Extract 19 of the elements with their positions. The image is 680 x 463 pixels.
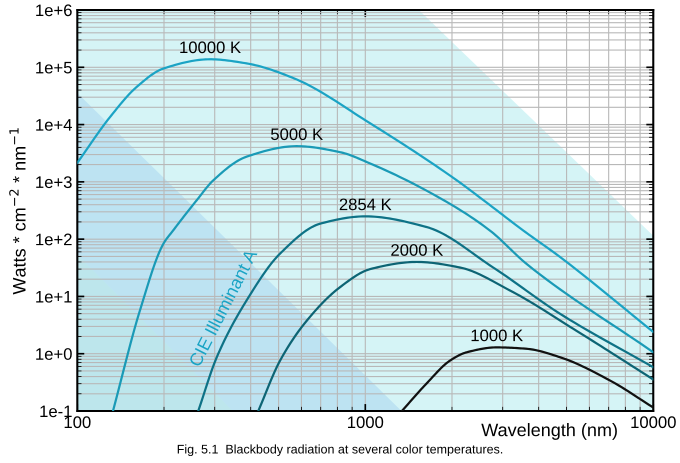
y-tick-label: 1e+0 <box>36 348 72 360</box>
y-axis-title: Watts * cm$^{−2}$ * nm$^{−1}$ <box>9 128 26 294</box>
caption: Fig. 5.1 Blackbody radiation at several color temperatures. <box>178 444 502 456</box>
series-label: 2854 K <box>340 198 392 210</box>
series-label: 1000 K <box>472 330 523 342</box>
series-label: 2000 K <box>391 244 444 256</box>
y-tick-label: 1e+6 <box>36 4 72 16</box>
y-tick-label: 1e-1 <box>40 406 72 418</box>
x-tick-label: 10000 <box>631 416 676 428</box>
series-label: 5000 K <box>270 128 323 140</box>
y-tick-label: 1e+3 <box>36 176 72 188</box>
y-tick-label: 1e+4 <box>36 119 72 131</box>
y-tick-label: 1e+2 <box>36 234 72 246</box>
y-tick-label: 1e+5 <box>36 62 72 74</box>
series-label: 10000 K <box>180 41 241 54</box>
x-tick-label: 1000 <box>348 416 384 428</box>
x-axis-title: Wavelength (nm) <box>481 423 617 440</box>
x-tick-label: 100 <box>64 416 91 428</box>
y-tick-label: 1e+1 <box>36 291 72 303</box>
